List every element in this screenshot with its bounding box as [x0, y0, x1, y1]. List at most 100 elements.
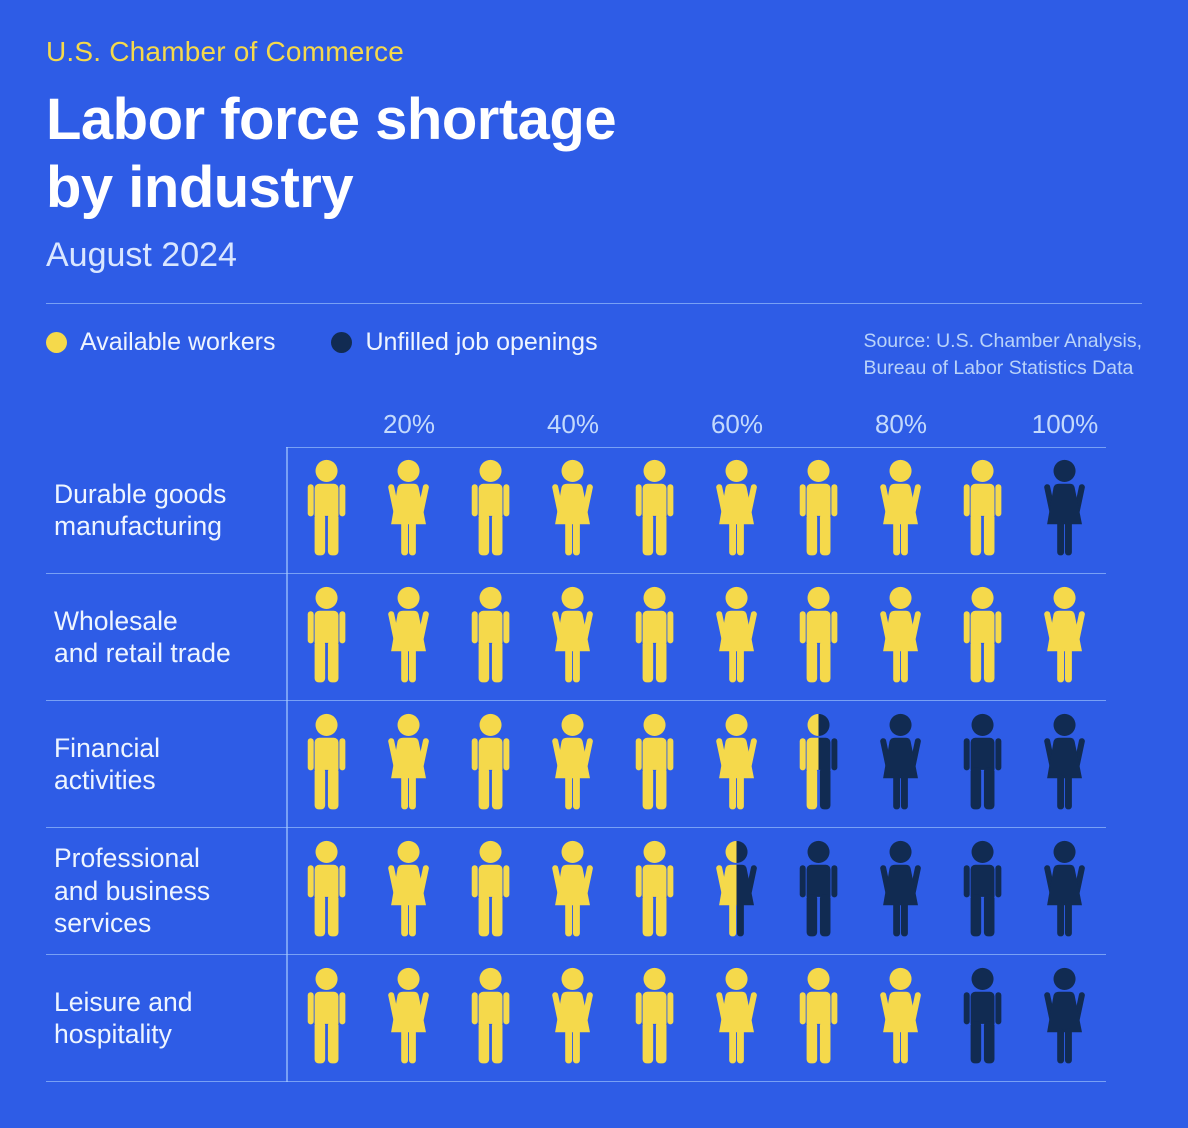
person-icon-female: [388, 968, 430, 1064]
icon-cell: [860, 574, 942, 700]
unfilled-openings-dot-icon: [331, 332, 353, 354]
axis-vertical-line: [286, 446, 288, 1082]
axis-top-line: [286, 446, 1106, 449]
icon-row: [286, 574, 1106, 700]
icon-cell: [450, 701, 532, 827]
icon-cell: [942, 955, 1024, 1081]
source-line-1: Source: U.S. Chamber Analysis,: [863, 330, 1142, 353]
icon-cell: [532, 701, 614, 827]
legend-label-unfilled: Unfilled job openings: [365, 328, 598, 357]
icon-cell: [1024, 955, 1106, 1081]
person-icon-male: [308, 460, 346, 556]
icon-cell: [532, 447, 614, 573]
person-icon-male: [964, 841, 1002, 937]
person-icon-male: [308, 841, 346, 937]
pictograph-chart: 20% 40% 60% 80% 100% Durable goods manuf…: [46, 403, 1106, 1082]
person-icon-female: [716, 968, 758, 1064]
icon-cell: [860, 955, 942, 1081]
person-icon-male: [800, 587, 838, 683]
industry-label: Leisure and hospitality: [54, 986, 193, 1049]
subtitle-date: August 2024: [46, 235, 237, 274]
icon-cell: [532, 828, 614, 954]
person-icon-male: [800, 968, 838, 1064]
table-row: Financial activities: [46, 701, 1106, 828]
available-workers-dot-icon: [46, 332, 67, 354]
person-icon-female: [552, 460, 594, 556]
table-row: Wholesale and retail trade: [46, 574, 1106, 701]
icon-cell: [860, 828, 942, 954]
person-icon-female: [716, 587, 758, 683]
industry-label: Financial activities: [54, 732, 161, 795]
icon-row: [286, 955, 1106, 1081]
icon-cell: [1024, 828, 1106, 954]
icon-cell: [696, 955, 778, 1081]
person-icon-female: [552, 968, 594, 1064]
person-icon-male: [308, 968, 346, 1064]
person-icon-female: [1044, 841, 1086, 937]
icon-row: [286, 447, 1106, 573]
icon-cell: [778, 701, 860, 827]
icon-cell: [696, 574, 778, 700]
icon-cell: [368, 447, 450, 573]
person-icon-male: [964, 587, 1002, 683]
person-icon-female: [1044, 460, 1086, 556]
axis-tick-20: 20%: [382, 409, 436, 440]
icon-row: [286, 828, 1106, 954]
axis-tick-100: 100%: [1031, 409, 1099, 440]
person-icon-male: [472, 714, 510, 810]
person-icon-female: [1044, 587, 1086, 683]
icon-cell: [368, 701, 450, 827]
person-icon-female: [1044, 714, 1086, 810]
icon-cell: [614, 828, 696, 954]
person-icon-female: [880, 587, 922, 683]
legend: Available workers Unfilled job openings …: [46, 328, 1142, 381]
icon-cell: [286, 955, 368, 1081]
icon-cell: [368, 955, 450, 1081]
axis-tick-40: 40%: [546, 409, 600, 440]
x-axis: 20% 40% 60% 80% 100%: [46, 403, 1106, 447]
icon-cell: [1024, 574, 1106, 700]
person-icon-female: [716, 714, 758, 810]
icon-cell: [778, 955, 860, 1081]
person-icon-male: [964, 460, 1002, 556]
person-icon-male: [472, 841, 510, 937]
person-icon-female: [716, 460, 758, 556]
icon-cell: [860, 701, 942, 827]
person-icon-male: [636, 714, 674, 810]
icon-row: [286, 701, 1106, 827]
person-icon-female: [880, 714, 922, 810]
person-icon-male: [308, 587, 346, 683]
chart-rows: Durable goods manufacturing Wholesale an…: [46, 447, 1106, 1082]
person-icon-male: [308, 714, 346, 810]
legend-label-available: Available workers: [80, 328, 276, 357]
person-icon-female: [880, 968, 922, 1064]
person-icon-female: [880, 841, 922, 937]
icon-cell: [614, 955, 696, 1081]
icon-cell: [286, 701, 368, 827]
icon-cell: [286, 828, 368, 954]
icon-cell: [696, 701, 778, 827]
person-icon-male: [636, 460, 674, 556]
person-icon-male: [636, 968, 674, 1064]
legend-item-available: Available workers: [46, 328, 275, 357]
table-row: Leisure and hospitality: [46, 955, 1106, 1082]
industry-label: Professional and business services: [54, 843, 211, 938]
person-icon-male: [964, 968, 1002, 1064]
person-icon-male: [472, 460, 510, 556]
person-icon-female: [388, 460, 430, 556]
icon-cell: [778, 828, 860, 954]
person-icon-female: [880, 460, 922, 556]
icon-cell: [450, 447, 532, 573]
table-row: Durable goods manufacturing: [46, 447, 1106, 574]
icon-cell: [778, 574, 860, 700]
axis-tick-80: 80%: [874, 409, 928, 440]
icon-cell: [942, 574, 1024, 700]
person-icon-female: [552, 587, 594, 683]
person-icon-male: [800, 714, 838, 810]
icon-cell: [778, 447, 860, 573]
icon-cell: [614, 574, 696, 700]
icon-cell: [614, 701, 696, 827]
source-note: Source: U.S. Chamber Analysis, Bureau of…: [863, 328, 1142, 381]
table-row: Professional and business services: [46, 828, 1106, 955]
